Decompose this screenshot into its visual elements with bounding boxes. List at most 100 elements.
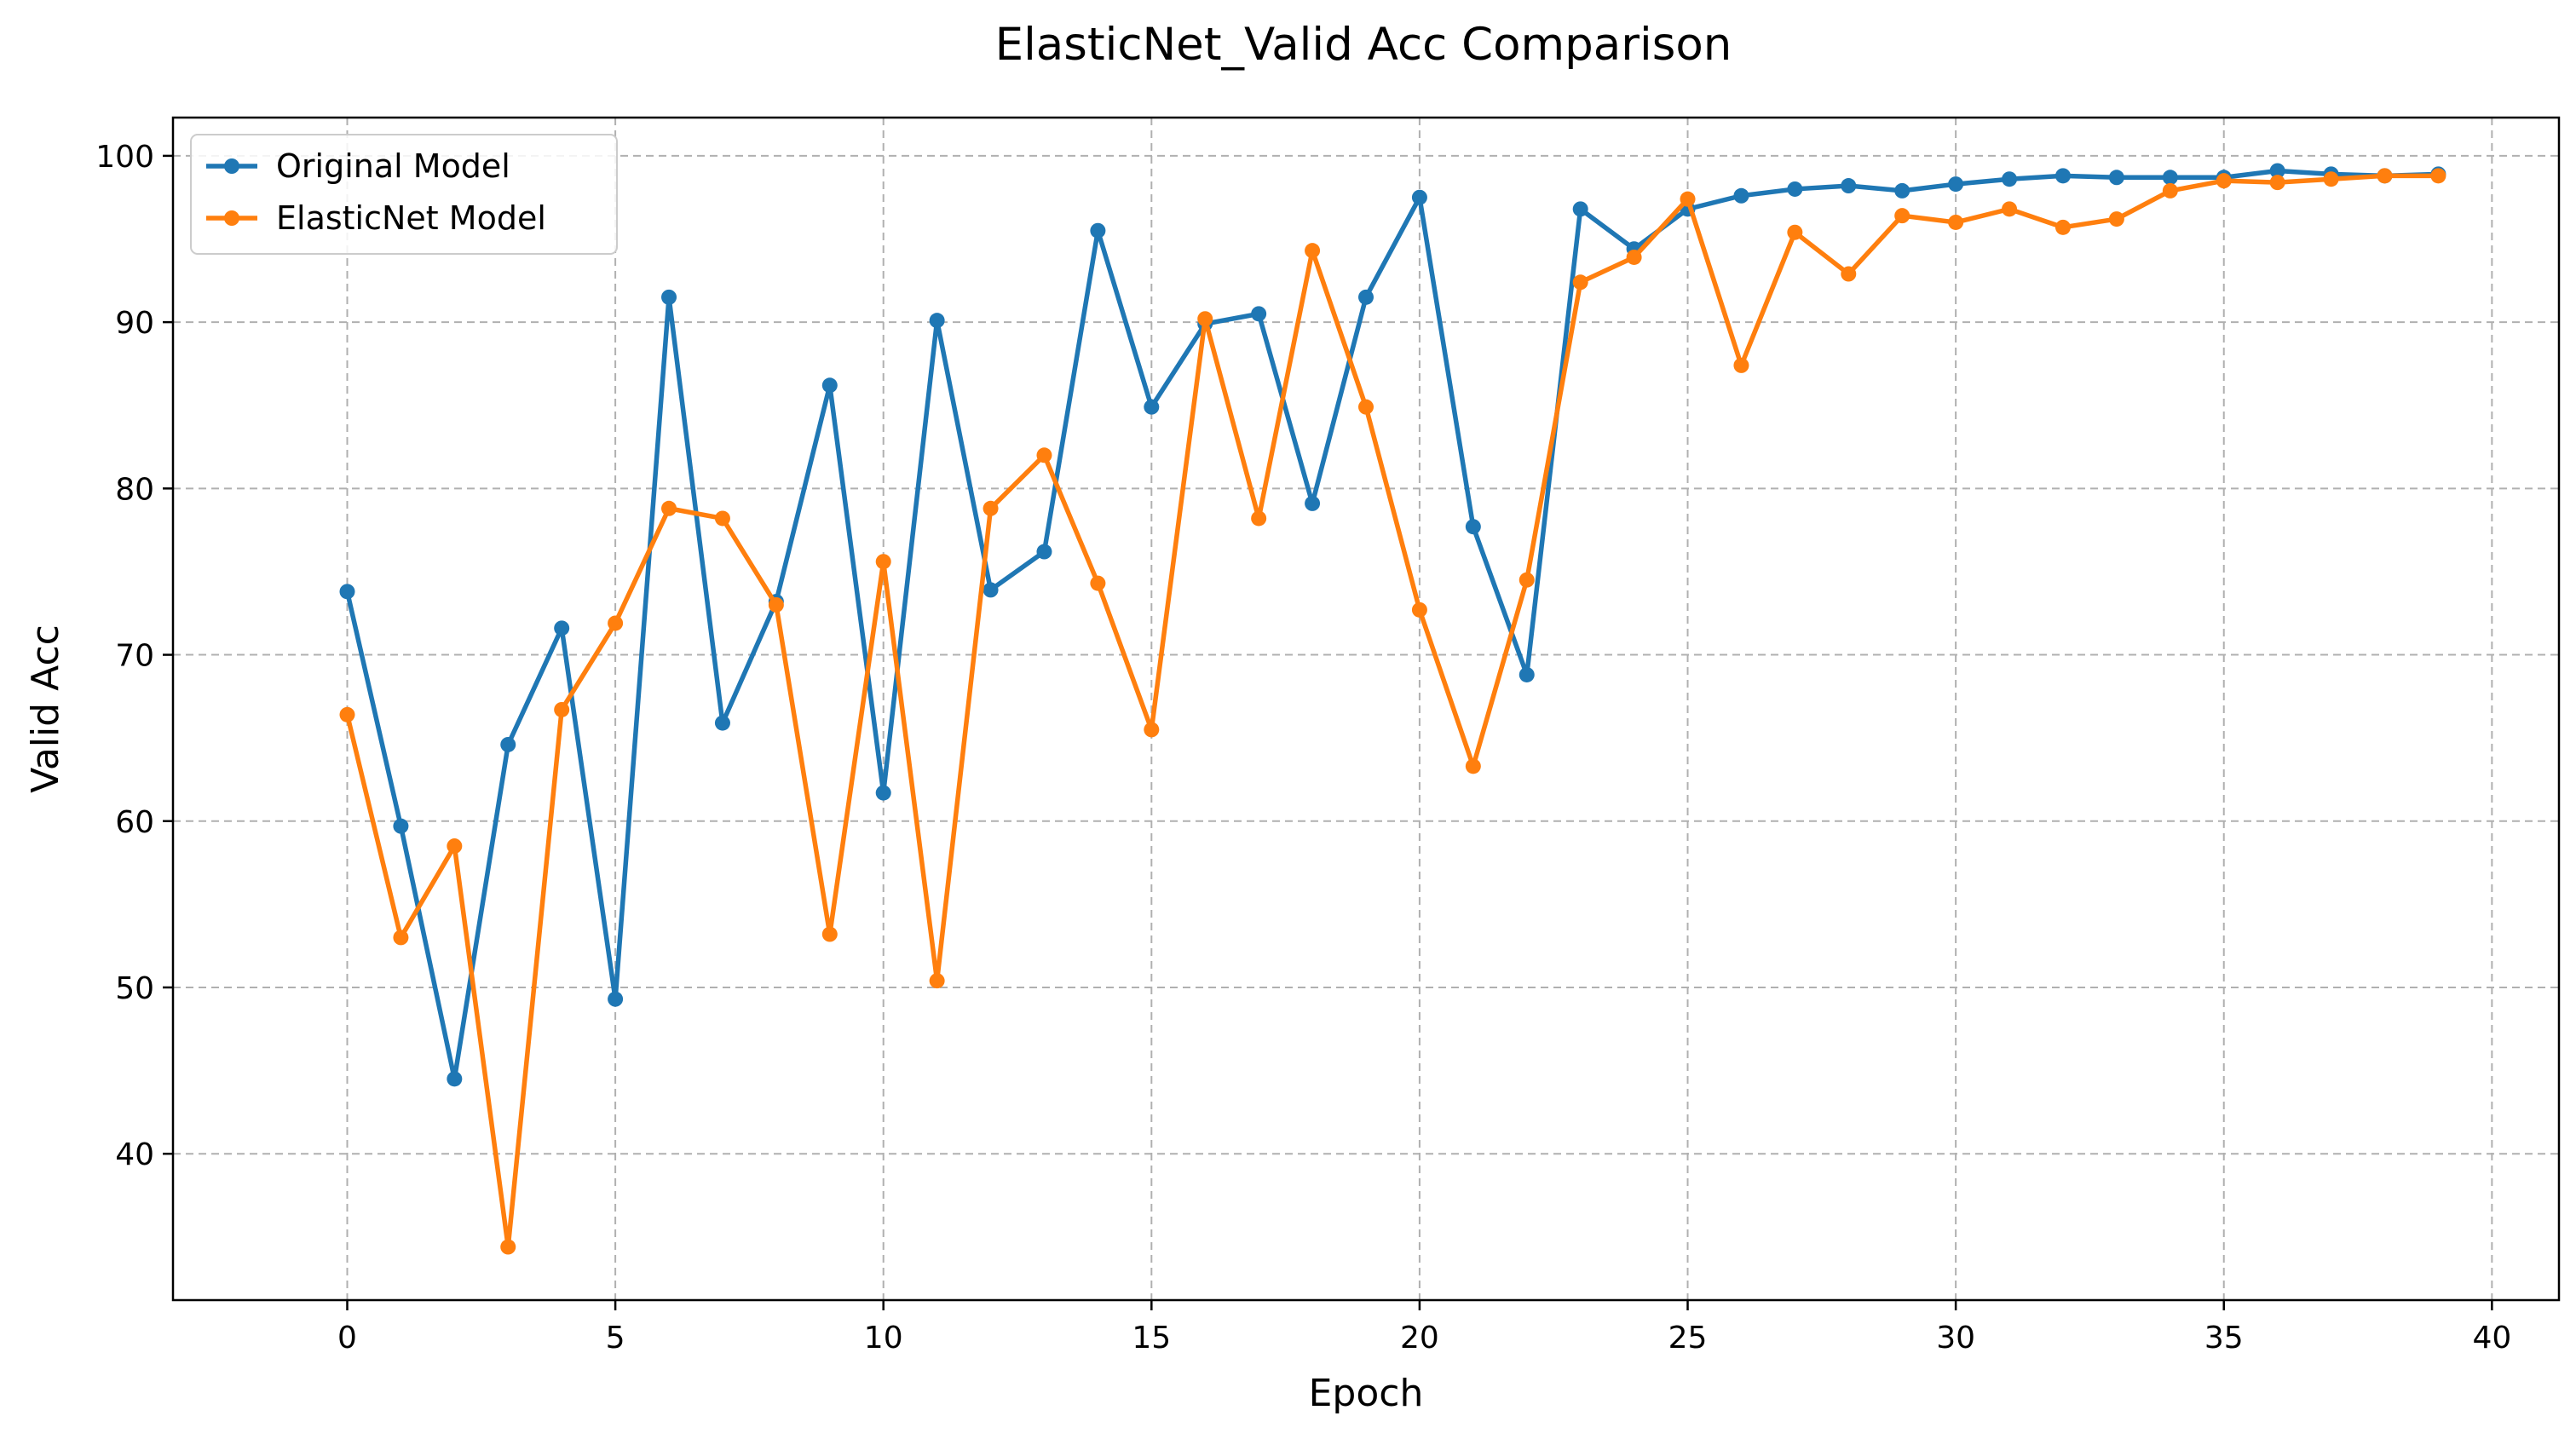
- data-point: [1144, 722, 1160, 738]
- x-tick-label: 20: [1400, 1321, 1439, 1356]
- legend-label: ElasticNet Model: [276, 199, 546, 237]
- x-tick-label: 0: [337, 1321, 357, 1356]
- data-point: [2162, 182, 2178, 199]
- x-tick-label: 40: [2472, 1321, 2511, 1356]
- data-point: [500, 1239, 516, 1255]
- series-1: [339, 168, 2446, 1255]
- data-point: [339, 706, 355, 722]
- data-point: [2323, 171, 2339, 187]
- data-point: [1465, 758, 1481, 774]
- data-point: [2002, 171, 2018, 187]
- data-point: [661, 500, 677, 516]
- y-tick-label: 90: [115, 306, 154, 341]
- data-point: [1036, 544, 1052, 560]
- data-point: [1197, 311, 1213, 327]
- x-tick-label: 35: [2204, 1321, 2244, 1356]
- data-point: [447, 838, 463, 855]
- chart-title: ElasticNet_Valid Acc Comparison: [995, 19, 1732, 71]
- x-tick-label: 30: [1936, 1321, 1975, 1356]
- data-point: [2162, 170, 2178, 186]
- y-tick-label: 70: [115, 639, 154, 674]
- legend-item: Original Model: [206, 147, 510, 185]
- data-point: [554, 701, 570, 717]
- data-point: [1519, 572, 1535, 588]
- y-tick-label: 40: [115, 1137, 154, 1172]
- data-point: [2269, 175, 2285, 191]
- data-point: [393, 930, 409, 946]
- data-point: [2216, 173, 2232, 189]
- data-point: [339, 584, 355, 600]
- data-point: [1787, 224, 1803, 240]
- data-point: [714, 510, 730, 527]
- legend-item: ElasticNet Model: [206, 199, 546, 237]
- data-point: [447, 1071, 463, 1087]
- data-point: [1626, 249, 1642, 265]
- data-point: [821, 377, 838, 394]
- data-point: [983, 582, 999, 598]
- data-point: [608, 991, 624, 1007]
- data-point: [2054, 168, 2071, 184]
- data-point: [2054, 219, 2071, 235]
- plot-area-frame: [171, 116, 2561, 1302]
- legend: Original Model ElasticNet Model: [190, 134, 618, 255]
- data-point: [1358, 399, 1374, 415]
- data-point: [821, 926, 838, 942]
- data-point: [1411, 602, 1427, 618]
- data-point: [1358, 289, 1374, 305]
- data-point: [714, 715, 730, 731]
- legend-swatch-marker: [224, 158, 239, 174]
- data-point: [2108, 170, 2124, 186]
- data-point: [875, 554, 891, 570]
- data-point: [1894, 182, 1910, 199]
- data-point: [983, 500, 999, 516]
- data-point: [1465, 519, 1481, 535]
- data-point: [1948, 176, 1964, 193]
- y-tick-label: 50: [115, 971, 154, 1006]
- data-point: [1733, 187, 1749, 204]
- data-point: [929, 973, 945, 989]
- data-point: [1948, 214, 1964, 230]
- data-point: [661, 289, 677, 305]
- ticks: 0 5 10 15 20 25 30 35 40 40 50 60 70 80 90 100: [95, 140, 2511, 1356]
- y-tick-label: 100: [95, 140, 154, 175]
- data-point: [2108, 211, 2124, 227]
- data-point: [1680, 191, 1696, 207]
- data-point: [1787, 181, 1803, 197]
- data-point: [554, 620, 570, 636]
- data-point: [1090, 575, 1106, 591]
- data-point: [929, 313, 945, 329]
- data-point: [875, 785, 891, 801]
- data-point: [1090, 222, 1106, 239]
- data-point: [1733, 357, 1749, 373]
- legend-box: [190, 134, 618, 255]
- data-point: [2002, 201, 2018, 217]
- data-point: [1144, 399, 1160, 415]
- x-tick-label: 15: [1132, 1321, 1171, 1356]
- data-point: [608, 615, 624, 631]
- data-point: [500, 736, 516, 752]
- series-layer: [339, 163, 2446, 1255]
- legend-label: Original Model: [276, 147, 510, 185]
- series-line: [344, 173, 2441, 1250]
- data-point: [1305, 495, 1321, 511]
- data-point: [1519, 666, 1535, 682]
- data-point: [2269, 163, 2285, 179]
- data-point: [393, 818, 409, 834]
- data-point: [1251, 306, 1267, 322]
- data-point: [1251, 510, 1267, 527]
- data-point: [1572, 201, 1588, 217]
- x-tick-label: 5: [606, 1321, 625, 1356]
- data-point: [1036, 447, 1052, 463]
- data-point: [1411, 189, 1427, 205]
- data-point: [1305, 243, 1321, 259]
- y-axis-label: Valid Acc: [24, 625, 67, 793]
- data-point: [1841, 178, 1857, 194]
- data-point: [1841, 266, 1857, 282]
- data-point: [1572, 274, 1588, 291]
- grid: [173, 118, 2559, 1300]
- data-point: [1894, 208, 1910, 224]
- legend-swatch-marker: [224, 210, 239, 226]
- x-tick-label: 10: [864, 1321, 903, 1356]
